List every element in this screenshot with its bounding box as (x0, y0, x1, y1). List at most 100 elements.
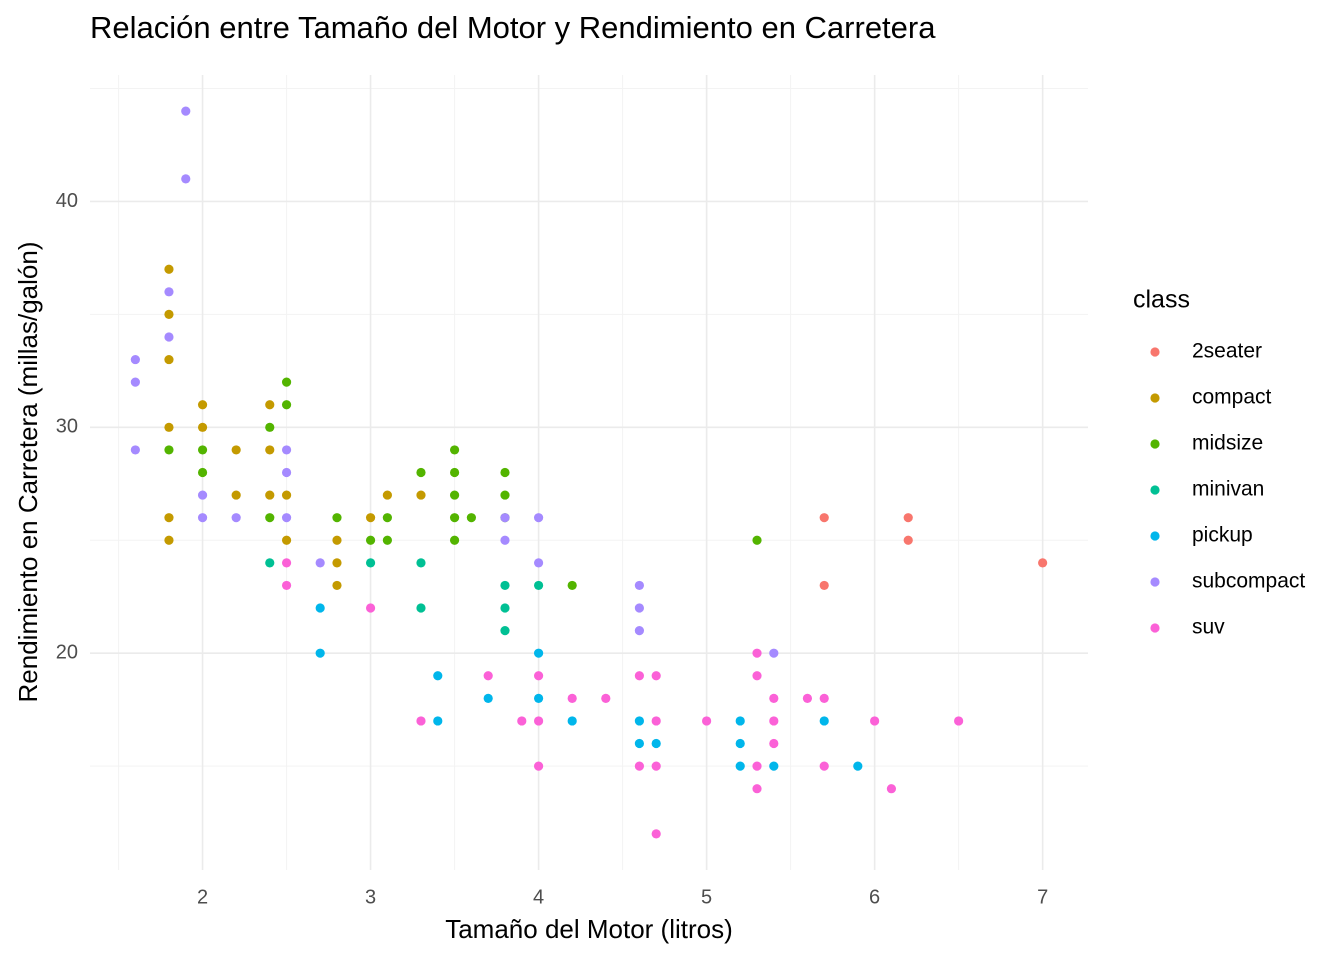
point (752, 784, 762, 794)
point (281, 445, 292, 455)
point (483, 671, 493, 681)
legend-swatch (1150, 439, 1160, 449)
point (231, 445, 241, 455)
point (164, 264, 174, 274)
point (181, 174, 191, 184)
point (819, 693, 829, 703)
point (500, 467, 510, 478)
point (265, 558, 275, 568)
point (500, 490, 510, 500)
point (449, 535, 460, 545)
point (332, 558, 342, 568)
point (181, 106, 191, 116)
chart-title: Relación entre Tamaño del Motor y Rendim… (90, 10, 936, 45)
point (449, 490, 460, 500)
point (533, 693, 544, 703)
point (265, 513, 275, 523)
point (332, 535, 342, 545)
point (769, 693, 779, 703)
point (365, 535, 376, 545)
point (601, 693, 611, 703)
legend-label: 2seater (1192, 340, 1262, 363)
point (332, 580, 342, 591)
x-tick-label: 2 (197, 886, 208, 908)
legend-label: subcompact (1192, 570, 1305, 593)
point (651, 829, 661, 839)
point (281, 377, 292, 387)
x-tick-label: 7 (1037, 886, 1048, 908)
point (752, 648, 762, 658)
point (500, 513, 510, 523)
point (164, 535, 174, 545)
point (449, 513, 460, 523)
point (197, 400, 208, 410)
point (903, 513, 913, 523)
point (466, 513, 476, 523)
x-axis-label: Tamaño del Motor (litros) (445, 914, 733, 944)
point (651, 671, 661, 681)
legend-swatch (1150, 393, 1160, 403)
y-axis-label: Rendimiento en Carretera (millas/galón) (13, 242, 43, 703)
point (769, 716, 779, 726)
point (651, 716, 661, 726)
point (634, 625, 645, 636)
point (433, 716, 443, 726)
point (265, 400, 275, 410)
point (416, 558, 426, 568)
point (769, 761, 779, 771)
point (281, 535, 292, 545)
point (197, 513, 208, 523)
point (382, 490, 392, 500)
y-tick-label: 20 (56, 641, 78, 663)
point (130, 354, 140, 365)
legend-label: compact (1192, 386, 1272, 409)
point (164, 309, 174, 320)
point (533, 558, 544, 568)
legend-label: midsize (1192, 432, 1263, 455)
point (281, 467, 292, 478)
point (164, 287, 174, 297)
point (416, 603, 426, 613)
legend-swatch (1150, 485, 1160, 495)
point (130, 445, 140, 455)
point (752, 761, 762, 771)
point (567, 693, 577, 703)
point (819, 580, 829, 591)
legend-title: class (1133, 286, 1190, 314)
point (533, 648, 544, 658)
point (500, 625, 510, 636)
point (819, 513, 829, 523)
legend-swatch (1150, 577, 1160, 587)
legend-label: minivan (1192, 478, 1264, 501)
point (197, 445, 208, 455)
point (197, 422, 208, 432)
point (533, 580, 544, 591)
points (130, 106, 1048, 839)
point (416, 716, 426, 726)
point (1038, 558, 1048, 568)
point (769, 738, 779, 749)
point (416, 490, 426, 500)
point (315, 558, 325, 568)
point (164, 422, 174, 432)
point (735, 716, 745, 726)
point (634, 580, 645, 591)
point (533, 513, 544, 523)
point (197, 467, 208, 478)
point (735, 738, 745, 749)
point (533, 761, 544, 771)
point (634, 738, 645, 749)
point (164, 332, 174, 342)
point (265, 422, 275, 432)
point (533, 671, 544, 681)
point (752, 535, 762, 545)
point (567, 716, 577, 726)
point (382, 535, 392, 545)
point (517, 716, 527, 726)
point (164, 354, 174, 365)
x-tick-label: 4 (533, 886, 544, 908)
point (500, 603, 510, 613)
point (449, 467, 460, 478)
y-tick-label: 40 (56, 190, 78, 212)
point (281, 513, 292, 523)
